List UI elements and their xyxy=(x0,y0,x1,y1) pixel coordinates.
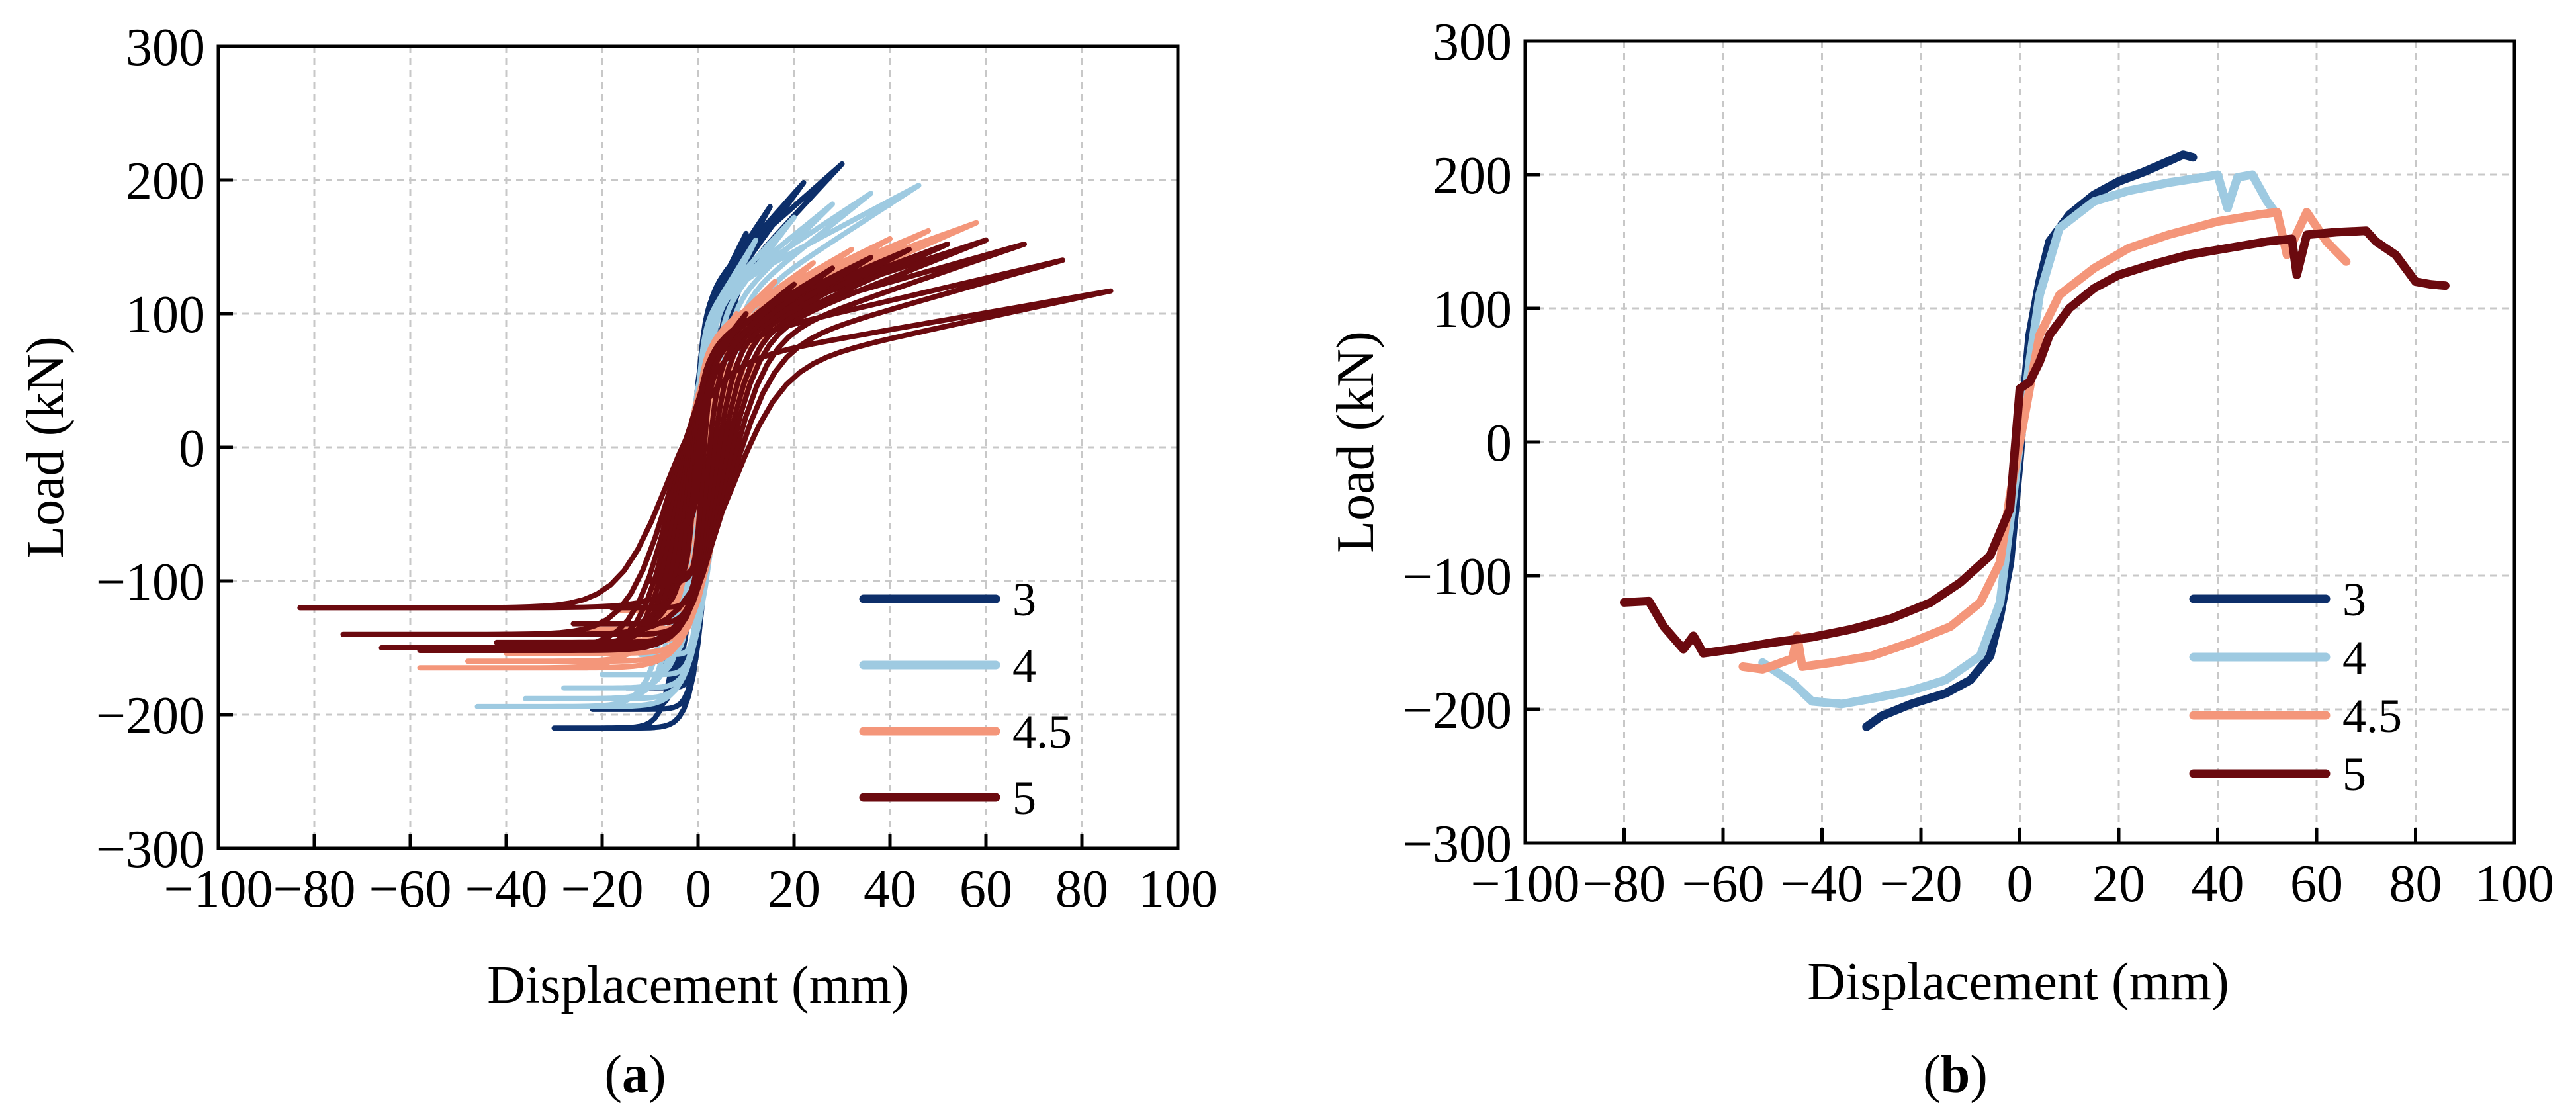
y-tick-label: 200 xyxy=(1433,147,1512,205)
legend-label: 4.5 xyxy=(1012,705,1072,758)
x-tick-label: −80 xyxy=(273,860,355,918)
hysteresis-loop xyxy=(523,191,873,701)
axis-ticks: −100 −80 −60 −40 −20 0 20 40 60 80 100−300−200−100… xyxy=(96,19,1218,918)
hysteresis-loop xyxy=(570,265,835,627)
hysteresis-loop xyxy=(297,288,1114,611)
x-tick-label: 80 xyxy=(2389,855,2442,913)
y-tick-label: −100 xyxy=(96,553,205,611)
panel-caption-a: (a) xyxy=(604,1046,666,1104)
x-tick-label: −100 xyxy=(1470,855,1579,913)
x-tick-label: 80 xyxy=(1055,860,1108,918)
x-tick-label: −40 xyxy=(1781,855,1863,913)
axis-ticks: −100 −80 −60 −40 −20 0 20 40 60 80 100−300−200−100… xyxy=(1403,13,2554,913)
panel-caption-b: (b) xyxy=(1923,1046,1988,1104)
panel-caption-b-label: b xyxy=(1941,1046,1971,1104)
x-tick-label: −60 xyxy=(369,860,451,918)
x-tick-label: −80 xyxy=(1583,855,1666,913)
hysteresis-loop xyxy=(474,183,922,709)
x-axis-label: Displacement (mm) xyxy=(1807,953,2229,1011)
x-tick-label: 0 xyxy=(685,860,711,918)
series-layer xyxy=(297,161,1114,731)
y-tick-label: −100 xyxy=(1403,548,1512,606)
x-tick-label: 20 xyxy=(2092,855,2145,913)
series-4-5 xyxy=(1738,208,2351,674)
legend-label: 5 xyxy=(2342,748,2366,801)
x-tick-label: 60 xyxy=(2290,855,2343,913)
x-tick-label: 100 xyxy=(2475,855,2554,913)
hysteresis-loop xyxy=(647,311,749,584)
chart-panel-b: −100 −80 −60 −40 −20 0 20 40 60 80 100−300−200−100… xyxy=(1327,13,2554,1104)
hysteresis-loop xyxy=(676,365,720,530)
x-tick-label: 40 xyxy=(2192,855,2244,913)
x-tick-label: 60 xyxy=(959,860,1012,918)
hysteresis-loop xyxy=(465,228,931,664)
y-tick-label: −300 xyxy=(96,821,205,879)
y-tick-label: −200 xyxy=(96,687,205,745)
hysteresis-loop xyxy=(561,201,835,691)
hysteresis-loop xyxy=(600,214,797,678)
y-tick-label: −300 xyxy=(1403,815,1512,873)
y-axis-label: Load (kN) xyxy=(17,336,75,558)
legend-label: 3 xyxy=(1012,573,1036,626)
skeleton-curve xyxy=(1758,170,2282,709)
legend-label: 5 xyxy=(1012,772,1036,825)
legend: 344.55 xyxy=(859,573,1072,825)
series-5 xyxy=(1620,226,2450,658)
hysteresis-loop xyxy=(590,180,807,712)
x-axis-label: Displacement (mm) xyxy=(487,956,909,1014)
legend-label: 3 xyxy=(2342,573,2366,626)
x-tick-label: −20 xyxy=(560,860,643,918)
y-tick-label: 300 xyxy=(126,19,205,77)
panel-caption-a-label: a xyxy=(622,1046,648,1104)
x-tick-label: −40 xyxy=(465,860,547,918)
series-4 xyxy=(1758,170,2282,709)
x-tick-label: 100 xyxy=(1138,860,1218,918)
hysteresis-loop xyxy=(551,161,845,731)
x-tick-label: −20 xyxy=(1879,855,1962,913)
y-tick-label: 0 xyxy=(179,420,205,478)
y-axis-label: Load (kN) xyxy=(1327,331,1385,553)
chart-panel-a: −100 −80 −60 −40 −20 0 20 40 60 80 100−300−200−100… xyxy=(17,19,1218,1104)
series-layer xyxy=(1620,150,2450,731)
skeleton-curve xyxy=(1738,208,2351,674)
x-tick-label: 20 xyxy=(768,860,821,918)
hysteresis-loop xyxy=(609,281,797,611)
series-5 xyxy=(297,237,1114,653)
y-tick-label: −200 xyxy=(1403,682,1512,740)
skeleton-curve xyxy=(1620,226,2450,658)
hysteresis-loop xyxy=(532,255,873,637)
x-tick-label: −60 xyxy=(1681,855,1764,913)
y-tick-label: 100 xyxy=(126,286,205,344)
legend-label: 4 xyxy=(2342,631,2366,684)
legend-label: 4.5 xyxy=(2342,690,2402,742)
y-tick-label: 100 xyxy=(1433,281,1512,339)
x-tick-label: 40 xyxy=(864,860,916,918)
y-tick-label: 300 xyxy=(1433,13,1512,71)
y-tick-label: 0 xyxy=(1486,414,1512,472)
y-tick-label: 200 xyxy=(126,152,205,210)
x-tick-label: 0 xyxy=(2007,855,2033,913)
x-tick-label: −100 xyxy=(163,860,273,918)
legend: 344.55 xyxy=(2189,573,2402,801)
hysteresis-loop xyxy=(638,237,758,658)
legend-label: 4 xyxy=(1012,639,1036,692)
